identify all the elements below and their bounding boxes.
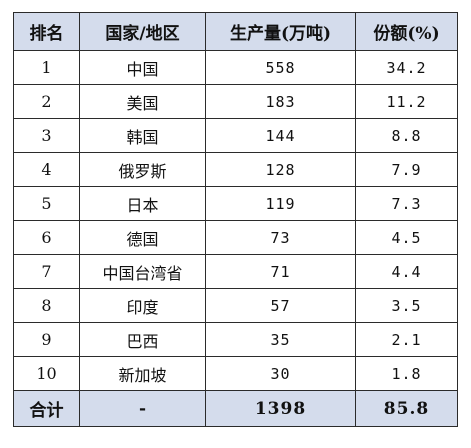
table-row: 3 韩国 144 8.8	[13, 118, 458, 153]
share-cell: 1.8	[355, 356, 458, 391]
production-cell: 30	[205, 356, 356, 391]
production-cell: 558	[205, 50, 356, 85]
table-row: 10 新加坡 30 1.8	[13, 356, 458, 391]
production-cell: 57	[205, 288, 356, 323]
region-cell: 俄罗斯	[79, 152, 206, 187]
rank-cell: 3	[13, 118, 80, 153]
table-row: 4 俄罗斯 128 7.9	[13, 152, 458, 187]
region-cell: 日本	[79, 186, 206, 221]
production-cell: 71	[205, 254, 356, 289]
table-row: 2 美国 183 11.2	[13, 84, 458, 119]
header-region: 国家/地区	[79, 12, 206, 51]
table-row: 5 日本 119 7.3	[13, 186, 458, 221]
rank-cell: 8	[13, 288, 80, 323]
total-share: 85.8	[355, 390, 458, 427]
share-cell: 2.1	[355, 322, 458, 357]
region-cell: 德国	[79, 220, 206, 255]
rank-cell: 7	[13, 254, 80, 289]
share-cell: 4.4	[355, 254, 458, 289]
share-cell: 34.2	[355, 50, 458, 85]
production-cell: 183	[205, 84, 356, 119]
production-cell: 128	[205, 152, 356, 187]
total-production: 1398	[205, 390, 356, 427]
region-cell: 中国台湾省	[79, 254, 206, 289]
header-share: 份额(%)	[355, 12, 458, 51]
rank-cell: 4	[13, 152, 80, 187]
share-cell: 3.5	[355, 288, 458, 323]
rank-cell: 1	[13, 50, 80, 85]
rank-cell: 10	[13, 356, 80, 391]
region-cell: 韩国	[79, 118, 206, 153]
share-cell: 11.2	[355, 84, 458, 119]
table-header-row: 排名 国家/地区 生产量(万吨) 份额(%)	[13, 12, 458, 51]
total-row: 合计 - 1398 85.8	[13, 390, 458, 427]
table-row: 8 印度 57 3.5	[13, 288, 458, 323]
table-row: 7 中国台湾省 71 4.4	[13, 254, 458, 289]
table-row: 6 德国 73 4.5	[13, 220, 458, 255]
rank-cell: 9	[13, 322, 80, 357]
production-cell: 119	[205, 186, 356, 221]
production-cell: 73	[205, 220, 356, 255]
rank-cell: 6	[13, 220, 80, 255]
share-cell: 8.8	[355, 118, 458, 153]
total-region: -	[79, 390, 206, 427]
region-cell: 中国	[79, 50, 206, 85]
production-cell: 35	[205, 322, 356, 357]
production-ranking-table: 排名 国家/地区 生产量(万吨) 份额(%) 1 中国 558 34.2 2 美…	[13, 12, 458, 427]
header-rank: 排名	[13, 12, 80, 51]
share-cell: 4.5	[355, 220, 458, 255]
region-cell: 新加坡	[79, 356, 206, 391]
region-cell: 美国	[79, 84, 206, 119]
rank-cell: 2	[13, 84, 80, 119]
rank-cell: 5	[13, 186, 80, 221]
production-cell: 144	[205, 118, 356, 153]
share-cell: 7.9	[355, 152, 458, 187]
region-cell: 印度	[79, 288, 206, 323]
total-label: 合计	[13, 390, 80, 427]
header-production: 生产量(万吨)	[205, 12, 356, 51]
production-table-container: 排名 国家/地区 生产量(万吨) 份额(%) 1 中国 558 34.2 2 美…	[13, 12, 458, 427]
region-cell: 巴西	[79, 322, 206, 357]
share-cell: 7.3	[355, 186, 458, 221]
table-row: 1 中国 558 34.2	[13, 50, 458, 85]
table-row: 9 巴西 35 2.1	[13, 322, 458, 357]
